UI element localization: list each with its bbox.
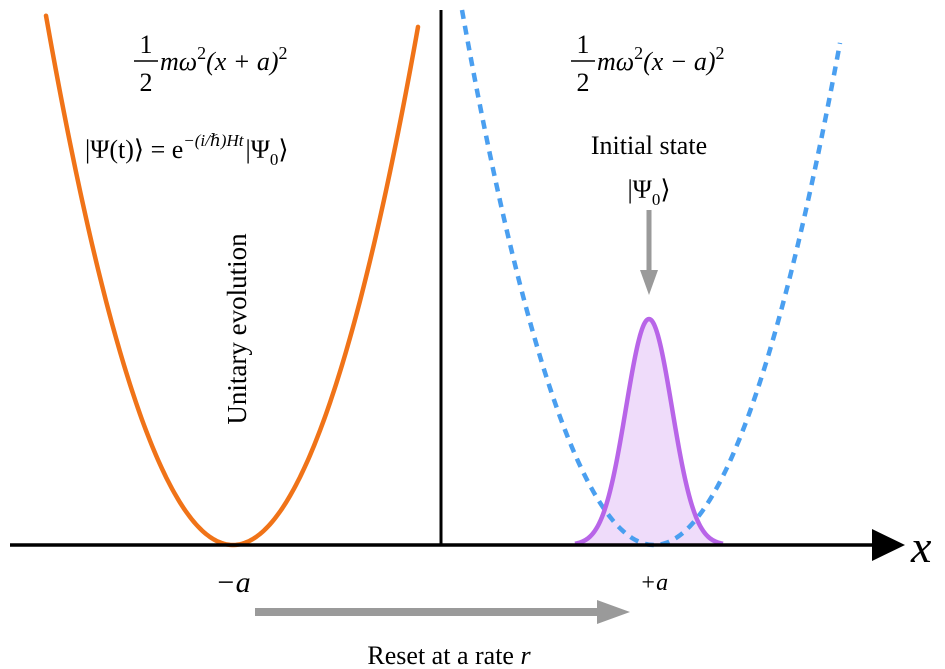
x-axis-label: x	[910, 521, 932, 572]
unitary-evolution-label: Unitary evolution	[222, 233, 252, 425]
reset-arrow	[255, 600, 630, 624]
reset-label: Reset at a rate r	[367, 641, 531, 669]
left-tick-label: −a	[215, 566, 250, 599]
initial-state-ket: |Ψ0⟩	[627, 175, 670, 209]
svg-text:|Ψ(t)⟩ = e−(i/ℏ)Ht|Ψ0⟩: |Ψ(t)⟩ = e−(i/ℏ)Ht|Ψ0⟩	[85, 131, 289, 169]
initial-state-label: Initial state	[591, 131, 707, 160]
svg-text:1: 1	[140, 30, 153, 59]
svg-text:mω2(x − a)2: mω2(x − a)2	[597, 43, 725, 76]
svg-text:2: 2	[577, 68, 590, 97]
right-tick-label: +a	[640, 570, 668, 596]
left-potential-formula: 1 2 mω2(x + a)2	[134, 30, 288, 97]
svg-text:2: 2	[140, 68, 153, 97]
right-potential-formula: 1 2 mω2(x − a)2	[571, 30, 725, 97]
svg-text:1: 1	[577, 30, 590, 59]
initial-wavepacket-curve	[574, 316, 724, 546]
initial-state-arrow	[640, 210, 658, 295]
svg-text:mω2(x + a)2: mω2(x + a)2	[160, 43, 288, 76]
time-evolved-state-formula: |Ψ(t)⟩ = e−(i/ℏ)Ht|Ψ0⟩	[85, 131, 289, 169]
x-axis-arrowhead	[872, 529, 905, 561]
